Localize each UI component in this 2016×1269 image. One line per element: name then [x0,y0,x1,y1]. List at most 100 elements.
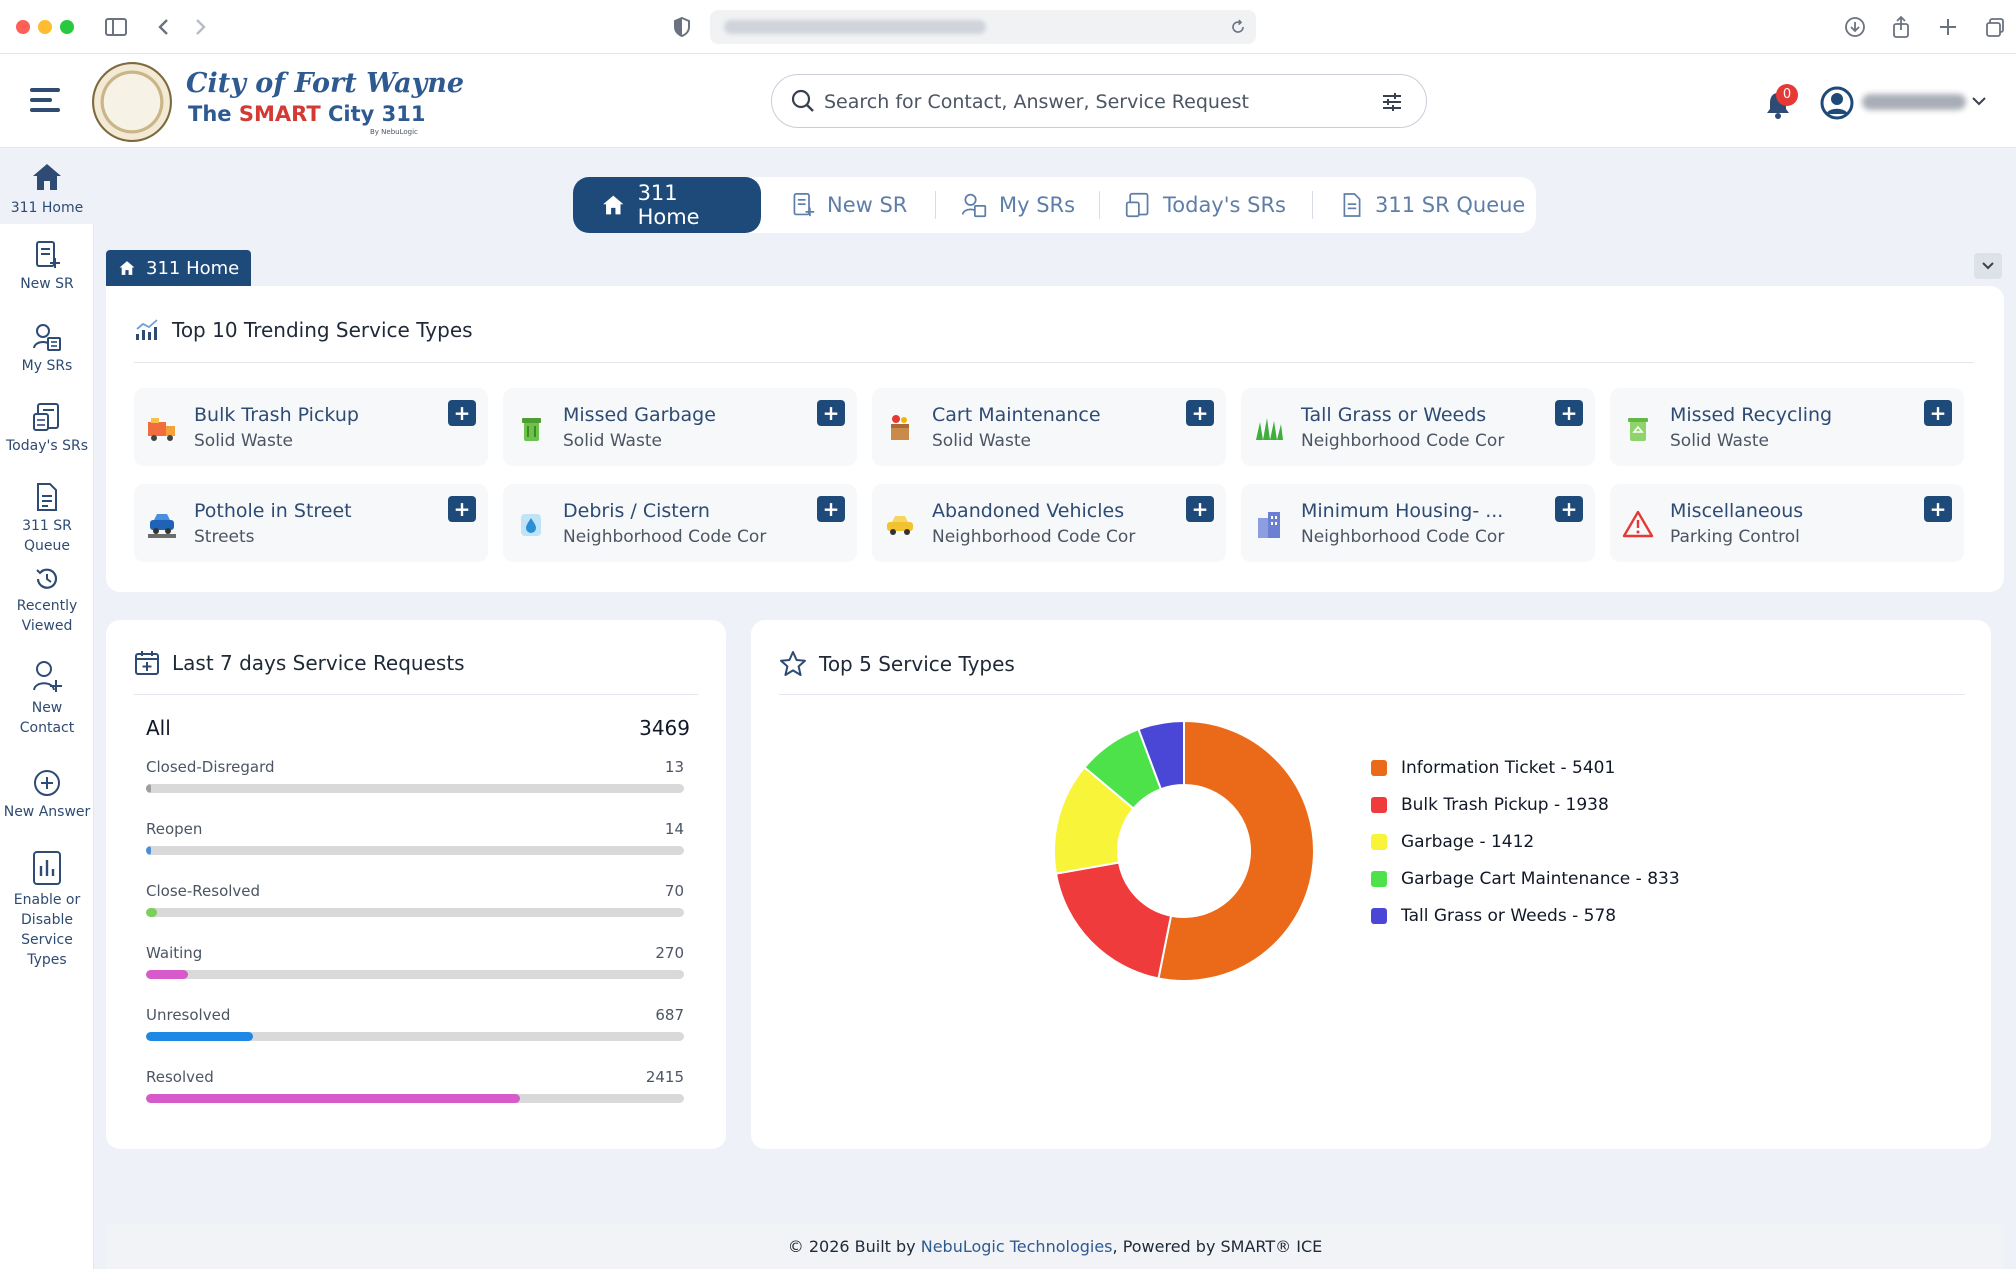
home-icon [119,261,135,275]
legend-item: Information Ticket - 5401 [1371,758,1615,778]
download-icon[interactable] [1844,14,1866,40]
rail-item-recently-viewed[interactable]: Recently Viewed [0,566,94,636]
reload-icon[interactable] [1230,19,1246,35]
minimize-window-button[interactable] [38,20,52,34]
close-window-button[interactable] [16,20,30,34]
user-name[interactable] [1862,94,1966,110]
card-title: Bulk Trash Pickup [194,404,359,426]
add-sr-button[interactable]: + [1555,400,1583,426]
donut-slice[interactable] [1157,719,1315,982]
legend-item: Bulk Trash Pickup - 1938 [1371,795,1609,815]
rail-item-new-contact[interactable]: New Contact [0,660,94,738]
add-sr-button[interactable]: + [1186,400,1214,426]
status-row: Resolved 2415 [146,1068,684,1103]
status-progress-bar [146,970,684,979]
status-label: Unresolved [146,1006,231,1024]
card-title: Tall Grass or Weeds [1301,404,1487,426]
history-icon [36,568,58,589]
bar-chart-icon [33,851,61,885]
trending-card[interactable]: Tall Grass or Weeds Neighborhood Code Co… [1241,388,1595,466]
rail-item-311-sr-queue[interactable]: 311 SR Queue [0,482,94,556]
trending-card[interactable]: Debris / Cistern Neighborhood Code Cor + [503,484,857,562]
top5-donut-chart [1053,719,1315,982]
rail-item-todays-srs[interactable]: Today's SRs [0,402,94,456]
status-progress-bar [146,908,684,917]
cart-box-icon [891,415,909,440]
back-icon[interactable] [156,14,172,40]
rail-item-my-srs[interactable]: My SRs [0,322,94,376]
status-progress-fill [146,846,152,855]
legend-swatch [1371,834,1387,850]
trending-title: Top 10 Trending Service Types [134,318,473,342]
sidebar-toggle-icon[interactable] [104,14,128,40]
rail-item-new-sr[interactable]: New SR [0,240,94,294]
trending-card[interactable]: Missed Garbage Solid Waste + [503,388,857,466]
add-sr-button[interactable]: + [817,496,845,522]
share-icon[interactable] [1890,14,1912,40]
shield-icon [674,16,690,38]
filter-settings-icon[interactable] [1380,90,1404,114]
add-sr-button[interactable]: + [448,400,476,426]
maximize-window-button[interactable] [60,20,74,34]
top5-title: Top 5 Service Types [779,650,1015,678]
rail-item-label: New Contact [19,700,75,736]
rail-item-new-answer[interactable]: New Answer [0,768,94,822]
garbage-bin-icon [522,418,541,441]
card-title: Cart Maintenance [932,404,1101,426]
forward-icon[interactable] [192,14,208,40]
tab-my-srs[interactable]: My SRs [961,177,1075,233]
trending-card[interactable]: Bulk Trash Pickup Solid Waste + [134,388,488,466]
tab-311-home[interactable]: 311 Home [573,177,761,233]
trending-card[interactable]: Pothole in Street Streets + [134,484,488,562]
add-sr-button[interactable]: + [1186,496,1214,522]
donut-slice[interactable] [1137,719,1185,791]
status-progress-fill [146,1032,253,1041]
status-row: Close-Resolved 70 [146,882,684,917]
card-department: Neighborhood Code Cor [1301,431,1505,451]
collapse-panel-button[interactable] [1974,253,2002,279]
rail-item-311-home[interactable]: 311 Home [0,148,94,224]
user-avatar-icon[interactable] [1820,86,1854,120]
search-input[interactable] [824,87,1344,117]
add-sr-button[interactable]: + [1555,496,1583,522]
new-tab-icon[interactable] [1938,14,1958,40]
add-sr-button[interactable]: + [1924,496,1952,522]
tab-new-sr[interactable]: New SR [791,177,907,233]
trending-card[interactable]: Minimum Housing- ... Neighborhood Code C… [1241,484,1595,562]
add-sr-button[interactable]: + [448,496,476,522]
status-label: Resolved [146,1068,214,1086]
add-sr-button[interactable]: + [1924,400,1952,426]
status-row: Reopen 14 [146,820,684,855]
donut-slice[interactable] [1054,861,1173,980]
status-row: Closed-Disregard 13 [146,758,684,793]
menu-icon[interactable] [30,88,60,112]
global-search[interactable] [771,74,1427,128]
legend-label: Tall Grass or Weeds - 578 [1401,906,1617,926]
status-progress-bar [146,846,684,855]
trending-card[interactable]: Miscellaneous Parking Control + [1610,484,1964,562]
calendar-add-icon [135,651,159,675]
left-navigation-rail: 311 Home New SR My SRs Today's SRs 311 S… [0,148,94,1269]
tab-311-sr-queue[interactable]: 311 SR Queue [1341,177,1525,233]
trending-card[interactable]: Missed Recycling Solid Waste + [1610,388,1964,466]
trending-card[interactable]: Cart Maintenance Solid Waste + [872,388,1226,466]
address-bar[interactable] [710,10,1256,44]
legend-label: Garbage - 1412 [1401,832,1535,852]
rail-item-label: New Answer [3,804,91,820]
last-7-days-panel: Last 7 days Service Requests All 3469 Cl… [106,620,726,1149]
trending-card[interactable]: Abandoned Vehicles Neighborhood Code Cor… [872,484,1226,562]
tab-overview-icon[interactable] [1984,14,2006,40]
tab-todays-srs[interactable]: Today's SRs [1125,177,1286,233]
status-progress-fill [146,908,157,917]
chevron-down-icon[interactable] [1970,92,1988,110]
user-list-icon [961,193,987,218]
company-link[interactable]: NebuLogic Technologies [920,1237,1113,1256]
rail-item-enable-disable-service-types[interactable]: Enable or Disable Service Types [0,850,94,970]
add-sr-button[interactable]: + [817,400,845,426]
status-progress-bar [146,1032,684,1041]
brand-tagline: The SMART City 311 [188,102,426,126]
rail-item-label: 311 Home [10,200,84,216]
status-count: 13 [664,758,684,776]
trending-service-types-panel: Top 10 Trending Service Types Bulk Trash… [106,286,2004,592]
browser-toolbar [0,0,2016,54]
